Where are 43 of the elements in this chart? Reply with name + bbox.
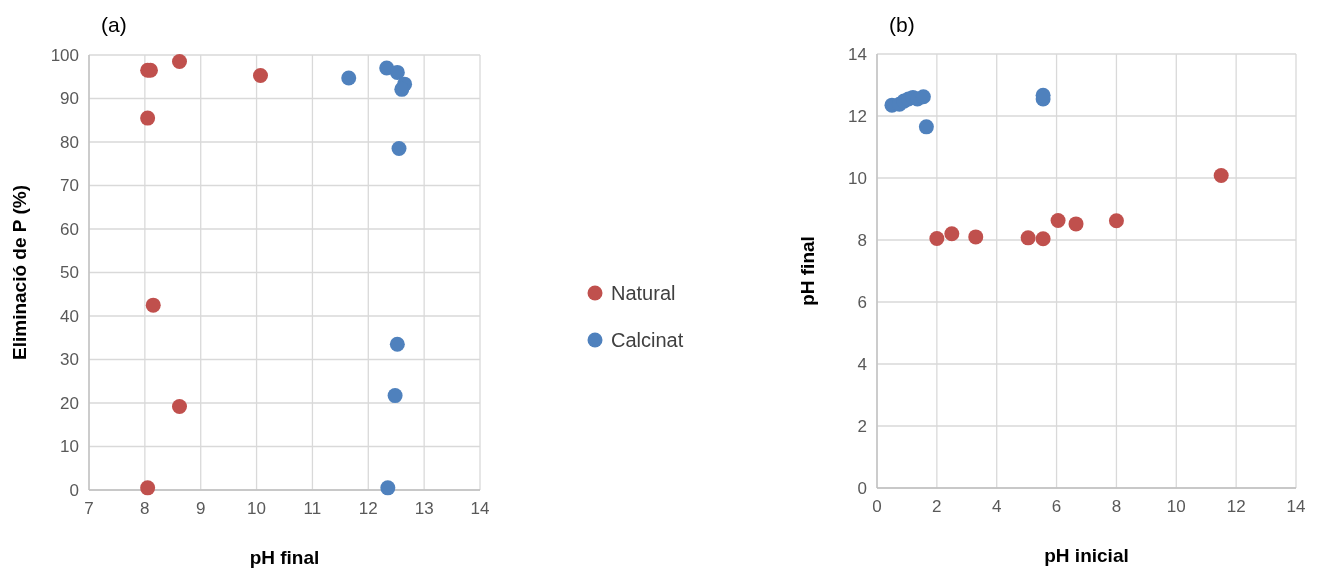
x-tick-label: 12	[1226, 497, 1246, 516]
y-tick-label: 12	[848, 106, 867, 126]
y-tick-label: 70	[60, 176, 79, 196]
x-tick-label: 4	[991, 497, 1002, 516]
y-tick-label: 40	[60, 306, 79, 326]
x-tick-label: 13	[414, 499, 434, 518]
y-axis-title: pH final	[797, 236, 818, 306]
x-tick-label: 10	[247, 499, 267, 518]
x-tick-label: 8	[140, 499, 150, 518]
x-axis-title: pH final	[249, 547, 320, 568]
x-tick-label: 8	[1111, 497, 1122, 516]
x-tick-label: 2	[932, 497, 942, 516]
y-tick-label: 6	[857, 292, 867, 312]
y-tick-label: 10	[60, 437, 79, 457]
y-tick-label: 8	[857, 230, 867, 250]
y-tick-label: 30	[60, 350, 79, 370]
x-axis-title: pH inicial	[1044, 545, 1129, 566]
chart-title: (a)	[101, 13, 127, 36]
y-tick-label: 60	[60, 219, 79, 239]
x-tick-label: 11	[303, 499, 322, 518]
x-tick-label: 7	[84, 499, 94, 518]
y-tick-label: 14	[848, 44, 867, 64]
legend-label: Calcinat	[611, 329, 684, 351]
y-tick-label: 20	[60, 393, 79, 413]
y-axis-title: Eliminació de P (%)	[9, 185, 30, 360]
y-tick-label: 50	[60, 263, 79, 283]
x-tick-label: 14	[470, 499, 490, 518]
x-tick-label: 10	[1166, 497, 1186, 516]
y-tick-label: 4	[857, 354, 867, 374]
x-tick-label: 9	[195, 499, 206, 518]
y-tick-label: 80	[60, 132, 79, 152]
y-tick-label: 2	[857, 416, 867, 436]
y-tick-label: 10	[848, 168, 867, 188]
legend-label: Natural	[611, 282, 676, 304]
x-tick-label: 6	[1051, 497, 1062, 516]
x-tick-label: 0	[872, 497, 882, 516]
y-tick-label: 90	[60, 89, 79, 109]
y-tick-label: 0	[69, 480, 79, 500]
y-tick-label: 0	[857, 478, 867, 498]
y-tick-label: 100	[50, 45, 79, 65]
chart-title: (b)	[889, 13, 915, 36]
x-tick-label: 12	[358, 499, 378, 518]
x-tick-label: 14	[1286, 497, 1306, 516]
